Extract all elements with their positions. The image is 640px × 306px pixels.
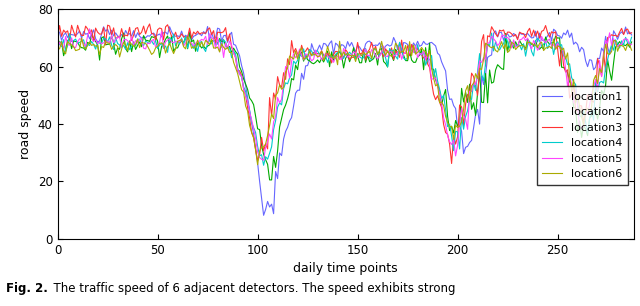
location4 <box>582 120 589 124</box>
location5 <box>86 27 93 31</box>
location5 <box>348 54 355 57</box>
location2 <box>582 127 589 131</box>
location5 <box>628 42 636 46</box>
location2 <box>186 31 193 35</box>
location6 <box>582 110 589 113</box>
location6 <box>348 54 355 58</box>
location3 <box>448 162 456 165</box>
location5 <box>582 110 589 113</box>
location6 <box>550 37 557 41</box>
location5 <box>540 39 547 43</box>
location3 <box>54 36 61 39</box>
location3 <box>540 28 547 32</box>
Line: location1: location1 <box>58 27 632 215</box>
location6 <box>564 51 572 55</box>
location2 <box>628 40 636 44</box>
Line: location2: location2 <box>58 33 632 180</box>
location5 <box>106 42 113 45</box>
location6 <box>54 48 61 52</box>
Line: location5: location5 <box>58 29 632 160</box>
location5 <box>54 47 61 50</box>
location5 <box>564 85 572 88</box>
location6 <box>254 163 262 166</box>
Line: location6: location6 <box>58 37 632 165</box>
location3 <box>628 31 636 35</box>
location3 <box>104 23 111 27</box>
Y-axis label: road speed: road speed <box>19 89 32 159</box>
location1 <box>540 39 547 42</box>
location4 <box>628 35 636 39</box>
location6 <box>104 41 111 45</box>
location1 <box>54 28 61 32</box>
location4 <box>54 44 61 48</box>
location6 <box>628 48 636 52</box>
location1 <box>628 33 636 37</box>
location1 <box>582 59 589 62</box>
location3 <box>582 110 589 114</box>
location2 <box>348 54 355 58</box>
location6 <box>540 49 547 52</box>
location4 <box>260 163 268 167</box>
Text: The traffic speed of 6 adjacent detectors. The speed exhibits strong: The traffic speed of 6 adjacent detector… <box>46 282 456 294</box>
location1 <box>550 28 557 31</box>
location4 <box>564 63 572 66</box>
X-axis label: daily time points: daily time points <box>293 262 398 275</box>
location2 <box>564 71 572 75</box>
location2 <box>104 43 111 46</box>
Line: location4: location4 <box>58 33 632 165</box>
location4 <box>550 53 557 56</box>
location1 <box>348 41 355 44</box>
location1 <box>204 25 211 28</box>
location2 <box>268 178 275 182</box>
Legend: location1, location2, location3, location4, location5, location6: location1, location2, location3, locatio… <box>537 86 628 185</box>
location5 <box>550 43 557 47</box>
location3 <box>564 68 572 72</box>
location5 <box>260 158 268 162</box>
location1 <box>260 214 268 217</box>
location2 <box>54 37 61 41</box>
Line: location3: location3 <box>58 24 632 163</box>
location1 <box>564 28 572 32</box>
location4 <box>540 42 547 46</box>
location4 <box>104 40 111 44</box>
location2 <box>540 47 547 51</box>
location2 <box>550 41 557 45</box>
location3 <box>146 22 154 26</box>
location3 <box>550 31 557 35</box>
location4 <box>488 31 495 35</box>
location1 <box>104 28 111 31</box>
Text: Fig. 2.: Fig. 2. <box>6 282 48 294</box>
location4 <box>346 50 353 54</box>
location6 <box>184 35 191 39</box>
location3 <box>346 58 353 62</box>
